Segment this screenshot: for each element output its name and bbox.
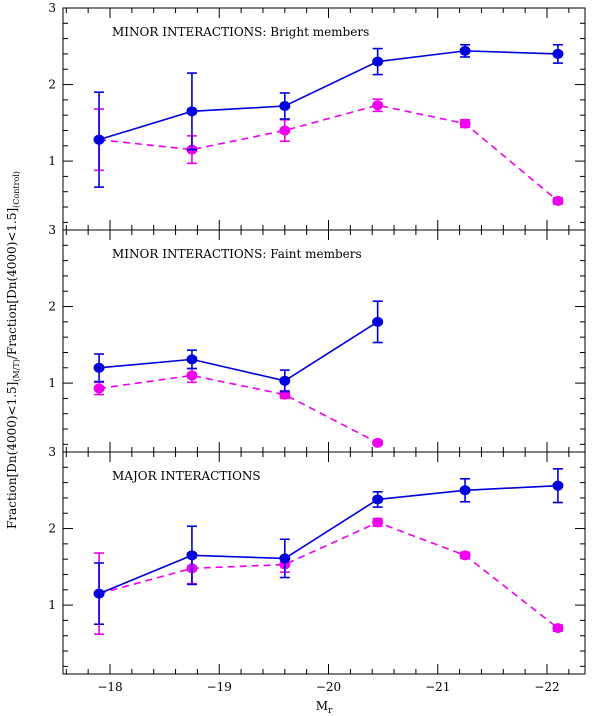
y-axis-label-text: /Fraction[Dn(4000)<1.5]	[5, 208, 19, 359]
data-point-blue	[459, 485, 471, 496]
data-point-magenta	[279, 125, 291, 136]
series-line-magenta	[98, 104, 559, 202]
data-point-magenta	[372, 100, 384, 111]
x-axis-label-subscript: r	[328, 706, 333, 716]
y-tick-label: 2	[48, 300, 56, 314]
panel-3: 1 2 3 MAJOR INTERACTIONS −18 −19 −20 −21 −22	[48, 445, 586, 694]
data-point-blue	[372, 494, 384, 505]
data-point-magenta	[459, 118, 471, 129]
series-line-blue	[98, 484, 558, 595]
data-point-magenta	[372, 437, 384, 448]
data-point-blue	[93, 362, 105, 373]
y-axis-label-text: Fraction[Dn(4000)<1.5]	[5, 382, 19, 529]
y-tick-label: 2	[48, 522, 56, 536]
x-tick-label: −22	[534, 680, 559, 694]
x-tick-label: −19	[207, 680, 232, 694]
panels: 1 2 3 MINOR INTERACTIONS: Bright members 1 2 3…	[48, 1, 586, 694]
data-point-blue	[372, 316, 384, 327]
data-point-magenta	[93, 383, 105, 394]
panel-title: MAJOR INTERACTIONS	[112, 469, 261, 483]
y-tick-label: 1	[48, 376, 56, 390]
x-tick-label: −21	[425, 680, 450, 694]
panel-frame	[62, 229, 586, 453]
y-tick-label: 2	[48, 78, 56, 92]
y-tick-label: 3	[48, 1, 56, 15]
panel-title: MINOR INTERACTIONS: Bright members	[112, 25, 369, 39]
series-blue	[93, 468, 564, 626]
data-point-blue	[186, 550, 198, 561]
data-point-blue	[186, 354, 198, 365]
series-line-magenta	[98, 521, 559, 629]
data-point-blue	[93, 134, 105, 145]
data-point-blue	[93, 588, 105, 599]
x-tick-label: −18	[97, 680, 122, 694]
data-point-blue	[459, 45, 471, 56]
series-magenta	[93, 98, 564, 206]
series-line-magenta	[98, 374, 379, 444]
y-axis-label-subscript: (M/T)	[12, 359, 21, 381]
y-axis-label: Fraction[Dn(4000)<1.5](M/T)/Fraction[Dn(…	[5, 171, 21, 529]
data-point-blue	[279, 375, 291, 386]
series-line-blue	[98, 50, 558, 141]
data-point-blue	[552, 48, 564, 59]
panel-title: MINOR INTERACTIONS: Faint members	[112, 247, 362, 261]
data-point-blue	[552, 480, 564, 491]
x-axis-label: Mr	[316, 699, 333, 716]
data-point-magenta	[459, 550, 471, 561]
series-blue	[93, 300, 384, 393]
data-point-magenta	[552, 623, 564, 634]
panel-frame	[62, 451, 586, 675]
series-magenta	[93, 517, 564, 635]
series-blue	[93, 43, 564, 188]
y-tick-label: 1	[48, 154, 56, 168]
y-tick-label: 3	[48, 223, 56, 237]
data-point-magenta	[372, 517, 384, 528]
data-point-blue	[186, 106, 198, 117]
series-magenta	[93, 367, 384, 448]
x-axis-label-main: M	[316, 699, 328, 713]
y-axis-label-subscript: (Control)	[12, 171, 21, 208]
data-point-blue	[279, 100, 291, 111]
data-point-blue	[372, 56, 384, 67]
series-line-blue	[99, 321, 379, 382]
panel-2: 1 2 3 MINOR INTERACTIONS: Faint members	[48, 223, 586, 453]
x-tick-label: −20	[316, 680, 341, 694]
panel-1: 1 2 3 MINOR INTERACTIONS: Bright members	[48, 1, 586, 231]
data-point-magenta	[186, 370, 198, 381]
data-point-magenta	[552, 195, 564, 206]
data-point-blue	[279, 553, 291, 564]
y-tick-label: 3	[48, 445, 56, 459]
y-tick-label: 1	[48, 598, 56, 612]
